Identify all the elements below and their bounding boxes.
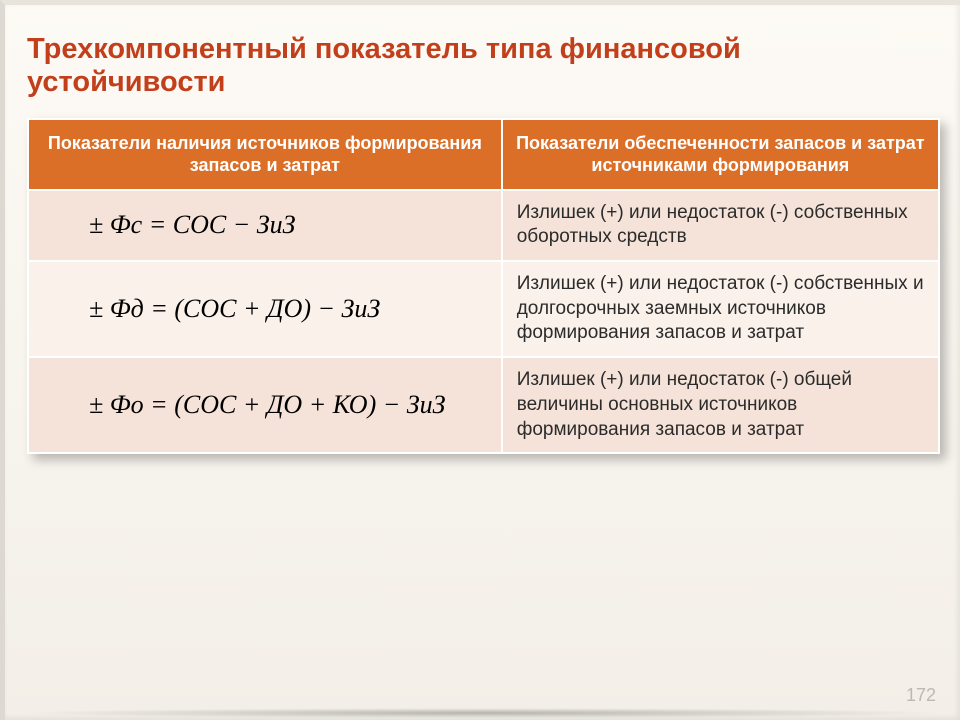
indicators-table: Показатели наличия источников формирован… [27, 118, 940, 455]
formula-cell: ± Фо = (СОС + ДО + КО) − ЗиЗ [28, 357, 502, 453]
table-row: ± Фс = СОС − ЗиЗ Излишек (+) или недоста… [28, 190, 939, 261]
page-number: 172 [906, 685, 936, 706]
page-title: Трехкомпонентный показатель типа финансо… [5, 5, 960, 110]
slide: Трехкомпонентный показатель типа финансо… [0, 0, 960, 720]
desc-cell: Излишек (+) или недостаток (-) собственн… [502, 190, 939, 261]
desc-cell: Излишек (+) или недостаток (-) собственн… [502, 261, 939, 357]
slide-shadow [15, 708, 950, 718]
formula-cell: ± Фд = (СОС + ДО) − ЗиЗ [28, 261, 502, 357]
table-header-row: Показатели наличия источников формирован… [28, 119, 939, 190]
table-row: ± Фд = (СОС + ДО) − ЗиЗ Излишек (+) или … [28, 261, 939, 357]
desc-cell: Излишек (+) или недостаток (-) общей вел… [502, 357, 939, 453]
table-row: ± Фо = (СОС + ДО + КО) − ЗиЗ Излишек (+)… [28, 357, 939, 453]
col-header-left: Показатели наличия источников формирован… [28, 119, 502, 190]
col-header-right: Показатели обеспеченности запасов и затр… [502, 119, 939, 190]
table-wrapper: Показатели наличия источников формирован… [27, 118, 940, 455]
formula-cell: ± Фс = СОС − ЗиЗ [28, 190, 502, 261]
